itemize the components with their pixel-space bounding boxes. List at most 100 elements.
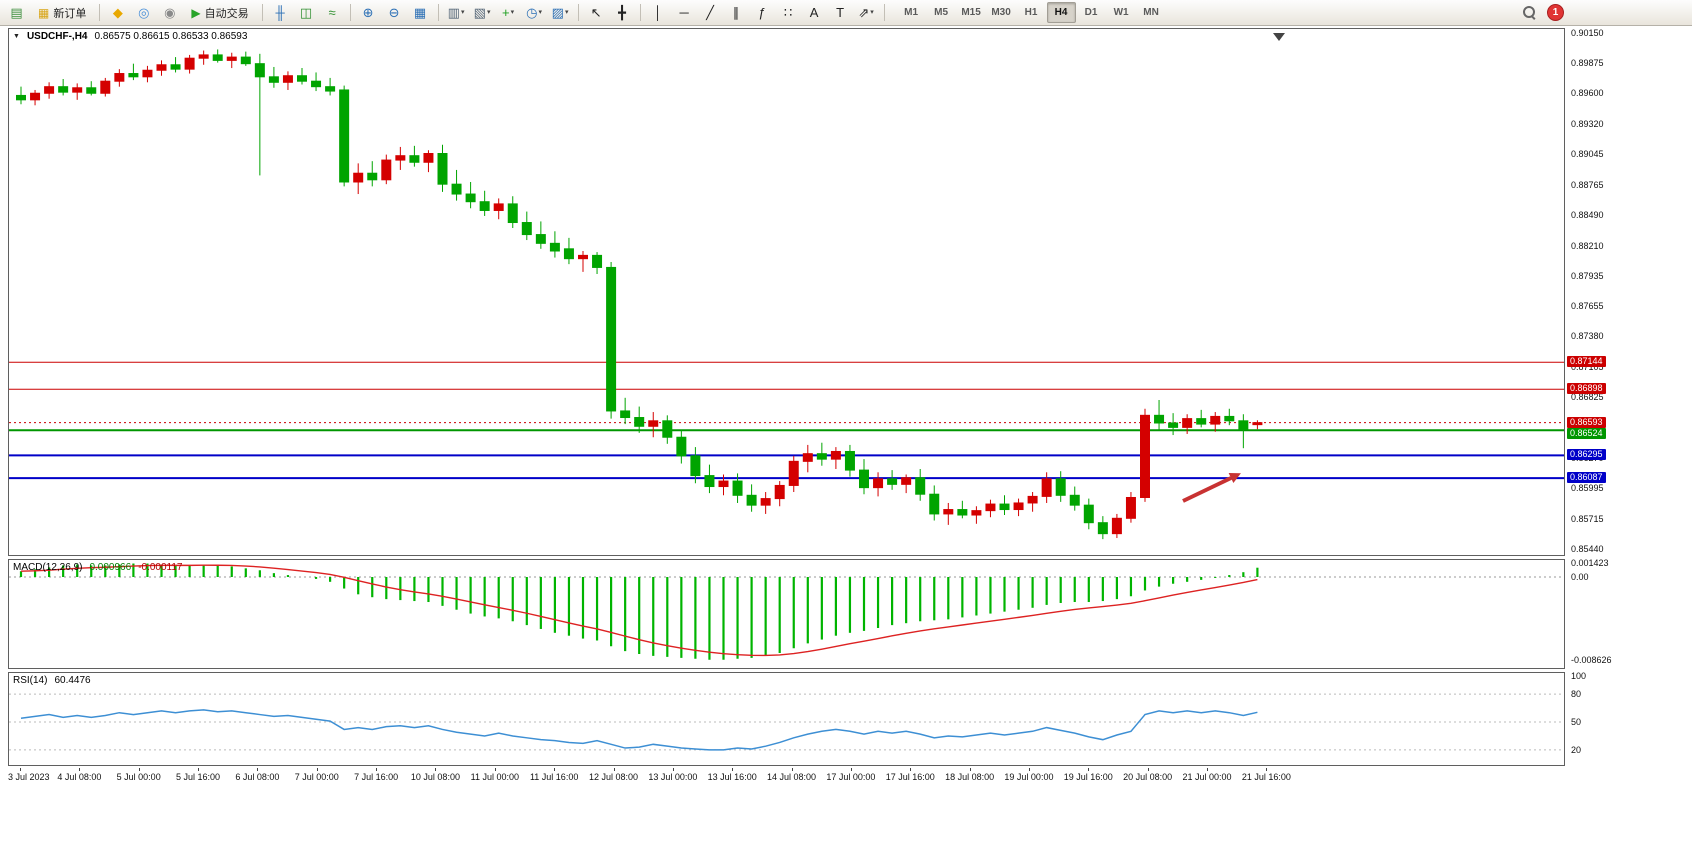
price-axis[interactable]: 0.90150 0.89875 0.89600 0.89320 0.89045 0.887… [1566, 0, 1692, 850]
tile-windows-icon[interactable]: ▦ [413, 5, 427, 20]
timeframe-m30[interactable]: M30 [991, 7, 1011, 18]
toolbar-separator [261, 4, 263, 21]
candle [704, 475, 715, 488]
price-scale-label: 0.85995 [1571, 483, 1604, 494]
candle [437, 153, 448, 185]
templates-icon[interactable]: ▨ ▾ [551, 5, 569, 20]
candle [479, 201, 490, 211]
rsi-chart[interactable] [9, 673, 1564, 765]
fibonacci-icon[interactable]: ƒ [758, 5, 766, 20]
toolbar-separator [99, 4, 101, 21]
notification-badge[interactable]: 1 [1547, 4, 1564, 21]
candlestick-mode-icon[interactable]: ◫ [299, 5, 313, 20]
line-chart-mode-icon[interactable]: ≈ [328, 5, 336, 20]
candle [690, 455, 701, 477]
zoom-in-icon[interactable]: ⊕ [362, 5, 374, 20]
price-scale-label: 0.88210 [1571, 240, 1604, 251]
candle [859, 469, 869, 489]
candle [915, 477, 926, 495]
candle [788, 460, 799, 486]
autotrading-button[interactable]: ▶ 自动交易 [183, 2, 256, 24]
auto-arrange-icon[interactable]: ▥ ▾ [447, 5, 465, 20]
shapes-icon[interactable]: ∷ [783, 5, 793, 20]
layouts-icon[interactable]: ◆ [112, 5, 123, 20]
time-tick [1147, 768, 1149, 771]
chart-menu-icon[interactable]: ▼ [13, 33, 20, 40]
price-scale-label: 0.89600 [1571, 88, 1604, 99]
candle [1168, 422, 1179, 428]
timeframe-h4[interactable]: H4 [1046, 2, 1076, 23]
candle [971, 510, 982, 516]
macd-scale-label: 0.00 [1571, 572, 1589, 582]
time-axis[interactable]: 3 Jul 2023 4 Jul 08:00 5 Jul 00:00 5 Jul 16… [8, 768, 1568, 785]
rsi-scale-label: 50 [1571, 717, 1582, 727]
time-tick [791, 768, 793, 771]
candle [268, 76, 279, 83]
price-scale-label: 0.87935 [1571, 270, 1604, 281]
time-axis-label: 13 Jul 00:00 [648, 772, 698, 782]
candle [549, 242, 560, 252]
price-scale-label: 0.88765 [1571, 179, 1604, 190]
candle [423, 153, 434, 163]
periods-icon[interactable]: ◷ ▾ [526, 5, 542, 20]
timeframe-m1[interactable]: M1 [904, 7, 919, 18]
price-line-label: 0.86898 [1567, 383, 1606, 395]
search-icon[interactable] [1522, 5, 1537, 20]
candle [1097, 522, 1108, 535]
time-axis-label: 13 Jul 16:00 [707, 772, 757, 782]
candle [592, 254, 603, 268]
new-chart-icon[interactable]: ▤ [10, 5, 23, 20]
text-label-icon[interactable]: T [836, 5, 845, 20]
channel-icon[interactable]: ∥ [732, 5, 740, 20]
rsi-panel[interactable]: RSI(14) 60.4476 [8, 672, 1565, 766]
indicators-icon[interactable]: + ▾ [502, 5, 515, 20]
arrows-icon[interactable]: ⇗ ▾ [858, 5, 874, 20]
time-tick [969, 768, 971, 771]
time-tick [1028, 768, 1030, 771]
zoom-out-icon[interactable]: ⊖ [388, 5, 400, 20]
chart-shift-icon[interactable]: ▧ ▾ [473, 5, 491, 20]
main-chart-panel[interactable]: ▼ USDCHF-,H4 0.86575 0.86615 0.86533 0.8… [8, 28, 1565, 556]
candlestick-chart[interactable] [9, 29, 1564, 555]
trendline-icon[interactable]: ╱ [706, 5, 714, 20]
chevron-down-icon: ▾ [538, 9, 542, 16]
new-order-icon: ▦ [38, 5, 50, 20]
candle [58, 86, 69, 93]
timeframe-m5[interactable]: M5 [934, 7, 949, 18]
vertical-line-icon[interactable]: │ [654, 5, 663, 20]
horizontal-line-icon[interactable]: ─ [679, 5, 689, 20]
price-scale-label: 0.85440 [1571, 543, 1604, 554]
chart-shift-marker-icon[interactable] [1273, 33, 1285, 41]
chart-header: ▼ USDCHF-,H4 0.86575 0.86615 0.86533 0.8… [13, 31, 247, 42]
rsi-title: RSI(14) [13, 675, 48, 686]
candle [1055, 478, 1066, 496]
timeframe-d1[interactable]: D1 [1084, 7, 1098, 18]
timeframe-m15[interactable]: M15 [961, 7, 981, 18]
chevron-down-icon: ▾ [510, 9, 515, 16]
price-scale-label: 0.87380 [1571, 331, 1604, 342]
autotrading-icon: ▶ [191, 5, 201, 20]
candle [128, 73, 139, 78]
macd-title: MACD(12,26,9) [13, 562, 83, 573]
new-order-button[interactable]: ▦ 新订单 [30, 2, 94, 24]
time-tick [20, 768, 21, 771]
price-scale-label: 0.87655 [1571, 301, 1604, 312]
timeframe-w1[interactable]: W1 [1113, 7, 1129, 18]
community-icon[interactable]: ◉ [164, 5, 176, 20]
timeframe-buttons: M1 M5 M15 M30 H1 H4 D1 W1 MN [897, 2, 1166, 23]
text-icon[interactable]: A [809, 5, 819, 20]
candle [985, 503, 996, 512]
macd-panel[interactable]: MACD(12,26,9) 0.000966 -0.000117 [8, 559, 1565, 669]
profiles-icon[interactable]: ◎ [138, 5, 150, 20]
timeframe-h1[interactable]: H1 [1024, 7, 1038, 18]
timeframe-mn[interactable]: MN [1143, 7, 1159, 18]
candle [1154, 414, 1165, 424]
bar-chart-mode-icon[interactable]: ╫ [275, 5, 285, 20]
macd-chart[interactable] [9, 560, 1564, 668]
cursor-icon[interactable]: ↖ [590, 5, 602, 20]
time-tick [554, 768, 556, 771]
candle [746, 494, 757, 506]
arrow-annotation-icon[interactable] [1228, 473, 1241, 483]
crosshair-icon[interactable]: ╋ [618, 5, 626, 20]
